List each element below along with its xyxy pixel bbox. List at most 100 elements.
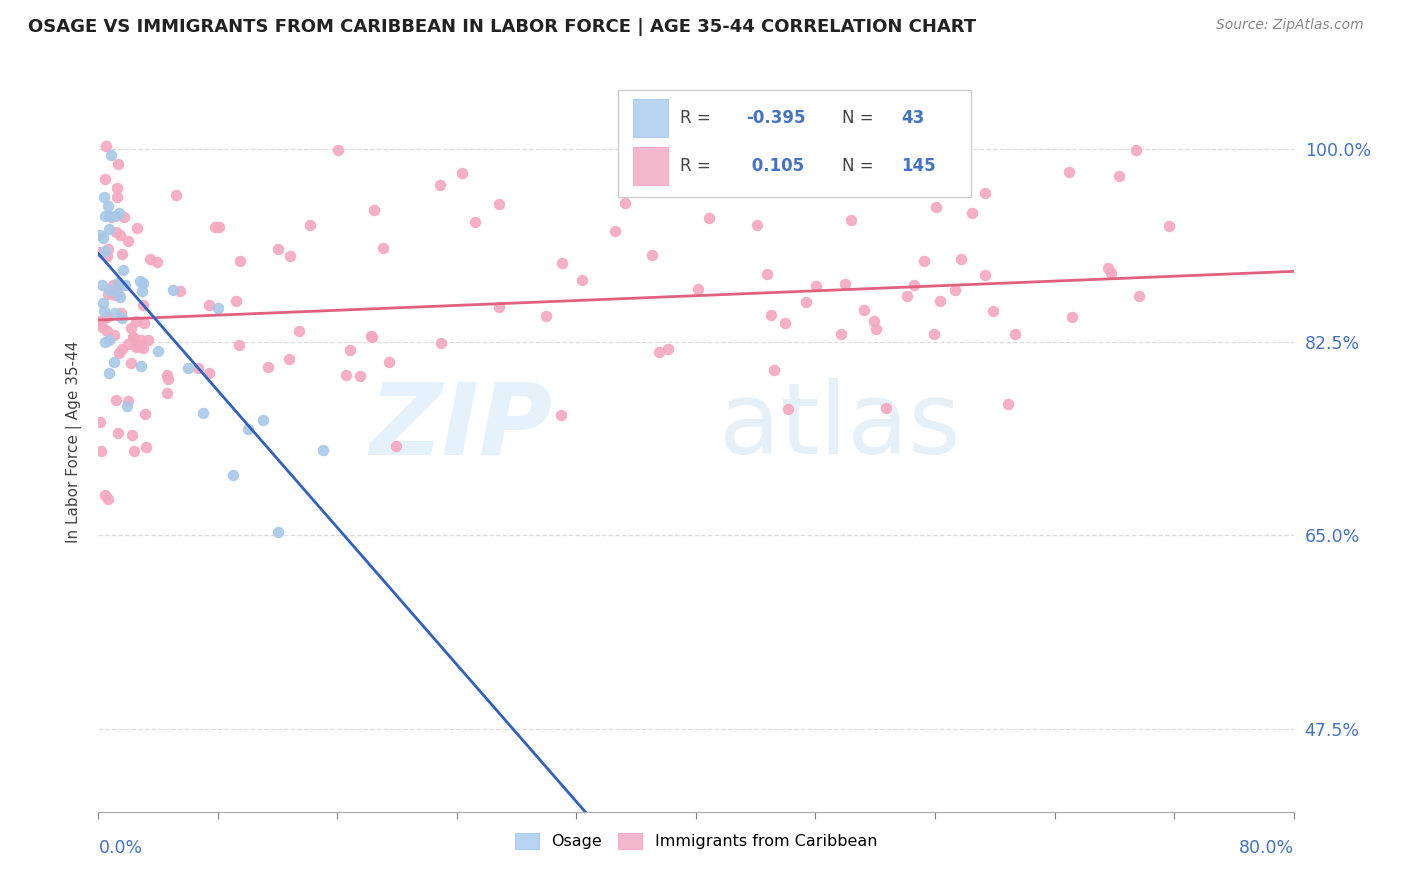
Point — [761, 308, 783, 322]
Point — [104, 288, 127, 302]
Point — [745, 218, 768, 232]
Point — [773, 316, 796, 330]
Point — [794, 294, 817, 309]
Point — [94, 488, 117, 502]
Point — [222, 468, 245, 483]
Point — [865, 321, 887, 335]
Point — [686, 282, 709, 296]
Point — [96, 324, 118, 338]
Point — [197, 298, 219, 312]
Point — [96, 139, 118, 153]
Point — [929, 293, 952, 308]
Point — [551, 256, 574, 270]
Point — [131, 284, 153, 298]
Point — [128, 339, 150, 353]
Point — [100, 148, 122, 162]
Point — [335, 368, 357, 383]
Point — [571, 273, 593, 287]
Point — [863, 314, 886, 328]
Point — [852, 303, 875, 318]
Point — [129, 333, 152, 347]
Point — [115, 399, 138, 413]
Point — [804, 278, 827, 293]
Point — [111, 247, 134, 261]
Point — [1125, 143, 1147, 157]
Point — [111, 342, 134, 356]
Point — [107, 287, 129, 301]
Point — [1097, 260, 1119, 275]
Point — [162, 283, 184, 297]
Point — [974, 268, 997, 283]
Point — [488, 300, 510, 314]
Point — [960, 206, 983, 220]
Point — [94, 334, 117, 349]
Point — [135, 440, 157, 454]
Point — [97, 198, 120, 212]
Text: R =: R = — [681, 109, 717, 127]
Point — [94, 210, 117, 224]
Point — [875, 401, 897, 416]
Point — [169, 285, 191, 299]
Point — [96, 249, 118, 263]
Point — [105, 225, 128, 239]
Point — [134, 407, 156, 421]
Point — [108, 206, 131, 220]
Point — [132, 316, 155, 330]
Point — [89, 245, 111, 260]
Text: 145: 145 — [901, 157, 936, 175]
Point — [103, 278, 125, 293]
Point — [613, 196, 636, 211]
Legend: Osage, Immigrants from Caribbean: Osage, Immigrants from Caribbean — [508, 826, 884, 855]
Point — [326, 143, 349, 157]
Point — [145, 255, 167, 269]
Point — [117, 336, 139, 351]
Point — [647, 344, 669, 359]
Point — [429, 178, 451, 192]
Point — [669, 877, 692, 891]
Bar — [633, 147, 668, 186]
Text: Source: ZipAtlas.com: Source: ZipAtlas.com — [1216, 18, 1364, 32]
Point — [208, 220, 231, 235]
Point — [430, 335, 453, 350]
Point — [378, 355, 401, 369]
Point — [129, 338, 152, 352]
Text: -0.395: -0.395 — [747, 109, 806, 127]
Point — [132, 298, 155, 312]
Point — [225, 293, 247, 308]
Point — [108, 290, 131, 304]
Bar — [633, 99, 668, 137]
Point — [89, 227, 111, 242]
Point — [197, 367, 219, 381]
Point — [129, 359, 152, 374]
Point — [155, 368, 177, 382]
Point — [278, 351, 301, 366]
Point — [925, 200, 948, 214]
Point — [488, 197, 510, 211]
Point — [187, 360, 209, 375]
Point — [207, 301, 229, 316]
Point — [981, 304, 1004, 318]
Point — [191, 406, 214, 420]
Point — [97, 287, 120, 301]
Point — [603, 224, 626, 238]
Point — [91, 320, 114, 334]
Point — [89, 415, 111, 429]
Point — [104, 393, 127, 408]
Point — [973, 186, 995, 201]
Point — [997, 397, 1019, 411]
Point — [252, 413, 274, 427]
Point — [657, 342, 679, 356]
Point — [97, 366, 120, 380]
Point — [349, 368, 371, 383]
Point — [136, 333, 159, 347]
Point — [886, 120, 908, 134]
Point — [148, 344, 170, 359]
Point — [1059, 164, 1081, 178]
Point — [132, 341, 155, 355]
Point — [103, 328, 125, 343]
Point — [165, 187, 187, 202]
Point — [1099, 266, 1122, 280]
Point — [903, 277, 925, 292]
Point — [111, 310, 134, 325]
Point — [112, 211, 135, 225]
